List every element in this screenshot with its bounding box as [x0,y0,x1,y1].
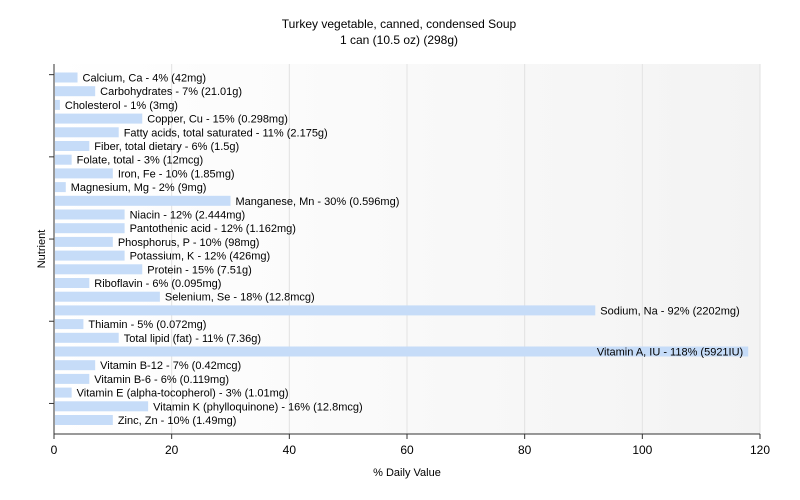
bar [55,305,596,316]
bar-label: Fiber, total dietary - 6% (1.5g) [94,141,239,153]
bar-label: Pantothenic acid - 12% (1.162mg) [130,223,296,235]
bar-label: Vitamin E (alpha-tocopherol) - 3% (1.01m… [77,388,289,400]
bar-label: Vitamin B-6 - 6% (0.119mg) [94,374,229,386]
bar [55,154,72,165]
bar-label: Carbohydrates - 7% (21.01g) [100,86,242,98]
bar [55,168,113,179]
x-tick-label-20: 20 [165,443,179,457]
bar [55,141,90,151]
bar-label: Folate, total - 3% (12mcg) [77,155,204,167]
x-tick-label-120: 120 [750,443,770,457]
bar [55,250,125,261]
bar [55,195,231,206]
y-axis-ticks [49,74,54,404]
bar [55,360,96,371]
x-axis-title: % Daily Value [373,467,441,479]
bar [55,127,119,138]
x-tick-label-60: 60 [400,443,414,457]
bar [55,415,113,425]
bar [55,373,90,384]
bar-label: Zinc, Zn - 10% (1.49mg) [118,415,237,427]
bar-label: Vitamin A, IU - 118% (5921IU) [597,347,743,359]
bar-label: Phosphorus, P - 10% (98mg) [118,237,260,249]
bar-label: Fatty acids, total saturated - 11% (2.17… [124,127,328,139]
bar [55,291,160,302]
y-axis-title: Nutrient [36,230,48,269]
bar-label: Vitamin K (phylloquinone) - 16% (12.8mcg… [153,401,363,413]
bar-label: Magnesium, Mg - 2% (9mg) [71,182,207,194]
bar [55,346,749,357]
bar-labels-group: Calcium, Ca - 4% (42mg)Carbohydrates - 7… [65,73,743,428]
bar [55,387,72,398]
bar [55,278,90,288]
bar-label: Iron, Fe - 10% (1.85mg) [118,168,235,180]
bar [55,401,149,412]
bar [55,86,96,97]
bar-label: Calcium, Ca - 4% (42mg) [83,73,206,85]
bar-label: Riboflavin - 6% (0.095mg) [94,278,221,290]
x-tick-label-0: 0 [51,443,58,457]
bar [55,319,84,330]
bar [55,72,78,83]
bar [55,99,60,110]
bars-group [55,72,749,425]
x-axis-ticks: 0 20 40 60 80 100 120 [51,434,770,457]
bar [55,113,143,124]
bar-label: Thiamin - 5% (0.072mg) [88,319,206,331]
bar [55,264,143,275]
bar-label: Cholesterol - 1% (3mg) [65,100,178,112]
bar [55,182,66,193]
chart-subtitle: 1 can (10.5 oz) (298g) [340,33,458,47]
x-tick-label-100: 100 [632,443,652,457]
x-tick-label-80: 80 [518,443,532,457]
bar-label: Potassium, K - 12% (426mg) [130,251,271,263]
bar-label: Selenium, Se - 18% (12.8mcg) [165,292,315,304]
bar-label: Niacin - 12% (2.444mg) [130,210,246,222]
bar-label: Manganese, Mn - 30% (0.596mg) [236,196,400,208]
bar [55,209,125,220]
x-tick-label-40: 40 [283,443,297,457]
gridlines [171,64,761,434]
bar-label: Vitamin B-12 - 7% (0.42mcg) [100,360,241,372]
bar-label: Protein - 15% (7.51g) [147,264,252,276]
bar [55,236,113,247]
bar-label: Sodium, Na - 92% (2202mg) [600,305,739,317]
bar [55,223,125,234]
bar [55,332,119,343]
chart-title: Turkey vegetable, canned, condensed Soup [282,17,517,31]
bar-label: Copper, Cu - 15% (0.298mg) [147,114,288,126]
bar-label: Total lipid (fat) - 11% (7.36g) [124,333,261,345]
